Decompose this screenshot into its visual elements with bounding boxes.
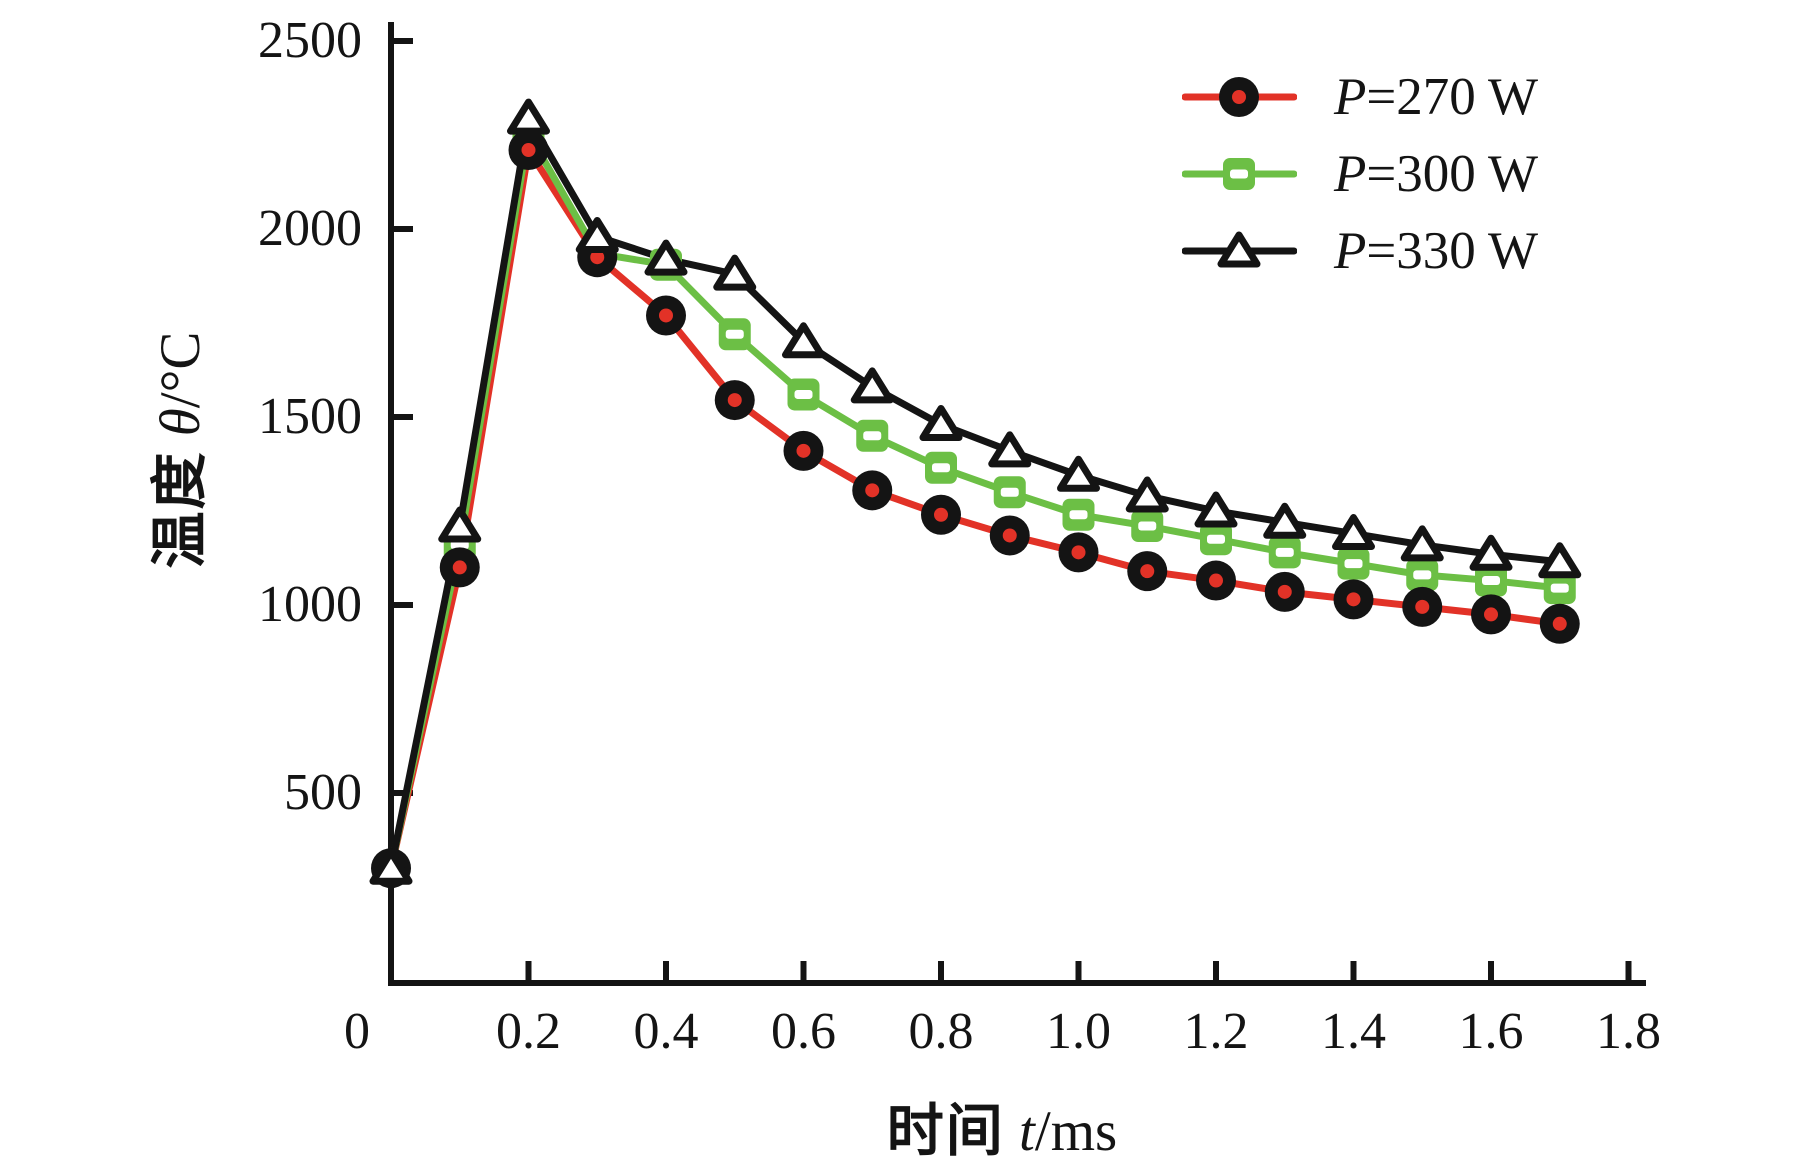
square-marker-slit <box>1482 576 1500 586</box>
y-axis-title-unit: /°C <box>149 331 212 409</box>
circle-marker-center <box>1232 89 1246 104</box>
triangle-marker-icon <box>1400 525 1444 562</box>
x-axis-title-unit: /ms <box>1034 1100 1118 1163</box>
circle-marker-center <box>1552 616 1567 631</box>
x-axis-title-symbol: t <box>1019 1100 1035 1163</box>
square-marker-slit <box>450 540 469 550</box>
x-tick-label: 1.0 <box>1046 1003 1111 1060</box>
triangle-marker-icon <box>1469 534 1513 571</box>
triangle-marker-icon <box>1217 231 1261 267</box>
circle-marker-center <box>1002 528 1017 543</box>
square-marker-slit <box>1069 510 1088 520</box>
circle-marker-center <box>796 443 811 458</box>
y-tick-label: 2000 <box>258 200 362 257</box>
circle-marker-center <box>1209 573 1223 588</box>
circle-marker-center <box>865 483 880 498</box>
triangle-marker-icon <box>369 848 413 885</box>
legend-entry-p270: P=270 W <box>1182 58 1538 135</box>
triangle-marker-icon <box>782 322 825 359</box>
legend-sample-square-icon <box>1182 157 1297 190</box>
legend-sample-triangle-icon <box>1182 231 1297 267</box>
circle-marker-center <box>590 250 605 265</box>
circle-marker-center <box>1415 599 1430 614</box>
circle-marker-center <box>1277 584 1292 599</box>
square-marker-slit <box>794 389 813 399</box>
triangle-marker-icon <box>507 98 550 135</box>
y-tick-label: 1500 <box>258 388 362 445</box>
legend: P=270 W P=300 W P=330 W <box>1182 58 1538 289</box>
x-tick-label: 0.6 <box>771 1003 836 1060</box>
legend-label: P=330 W <box>1334 221 1539 280</box>
y-axis-title: 温度 θ/°C <box>134 332 216 569</box>
triangle-marker-icon <box>1538 542 1582 579</box>
x-axis-title-cjk: 时间 <box>886 1100 1005 1163</box>
square-marker-slit <box>1000 487 1019 497</box>
x-axis-title: 时间 t/ms <box>887 1085 1117 1167</box>
triangle-marker-icon <box>438 506 482 543</box>
circle-marker-center <box>452 560 467 575</box>
circle-marker-center <box>1140 564 1155 579</box>
x-tick-label: 1.8 <box>1596 1003 1661 1060</box>
triangle-marker-icon <box>988 431 1032 468</box>
x-tick-label: 0.8 <box>908 1003 974 1060</box>
x-tick-label: 1.6 <box>1458 1003 1524 1060</box>
legend-entry-p330: P=330 W <box>1182 212 1538 289</box>
circle-marker-center <box>1484 607 1498 622</box>
triangle-marker-icon <box>1194 491 1238 528</box>
circle-marker-center <box>1346 592 1361 607</box>
triangle-marker-icon <box>1332 514 1375 551</box>
triangle-marker-icon <box>713 254 757 291</box>
x-tick-label: 1.4 <box>1321 1003 1386 1060</box>
x-tick-label: 0.4 <box>633 1003 699 1060</box>
y-tick-label: 500 <box>284 764 362 821</box>
circle-marker-center <box>1071 545 1086 560</box>
circle-marker-center <box>659 308 673 323</box>
triangle-marker-icon <box>644 239 688 276</box>
triangle-marker-icon <box>1125 476 1169 513</box>
axis-lines <box>388 22 1646 986</box>
square-marker-slit <box>863 431 882 441</box>
square-marker-slit <box>1344 559 1363 569</box>
square-marker-slit <box>1207 534 1225 544</box>
legend-entry-p300: P=300 W <box>1182 135 1538 212</box>
triangle-marker-icon <box>1263 502 1307 539</box>
x-tick-label: 1.2 <box>1183 1003 1249 1060</box>
triangle-marker-icon <box>575 217 619 254</box>
square-marker-slit <box>1275 547 1294 557</box>
square-marker-slit <box>1230 169 1248 178</box>
circle-marker-center <box>521 143 536 158</box>
y-tick-label: 2500 <box>258 12 362 69</box>
legend-sample-circle-icon <box>1182 76 1297 117</box>
triangle-marker-icon <box>850 367 894 404</box>
y-tick-label: 1000 <box>258 576 362 633</box>
square-marker-slit <box>1138 521 1157 531</box>
y-axis-title-symbol: θ <box>149 408 212 437</box>
square-marker-slit <box>932 463 950 473</box>
square-marker-slit <box>725 329 744 339</box>
triangle-marker-icon <box>919 405 963 442</box>
x-tick-label: 0 <box>344 1003 370 1060</box>
square-marker-slit <box>1550 583 1569 593</box>
legend-label: P=300 W <box>1334 144 1539 203</box>
circle-marker-center <box>934 507 948 522</box>
circle-marker-center <box>727 393 742 408</box>
triangle-marker-icon <box>1057 455 1100 492</box>
y-axis-title-cjk: 温度 <box>149 450 212 569</box>
square-marker-slit <box>1413 570 1432 580</box>
legend-label: P=270 W <box>1334 67 1539 126</box>
x-tick-label: 0.2 <box>496 1003 561 1060</box>
